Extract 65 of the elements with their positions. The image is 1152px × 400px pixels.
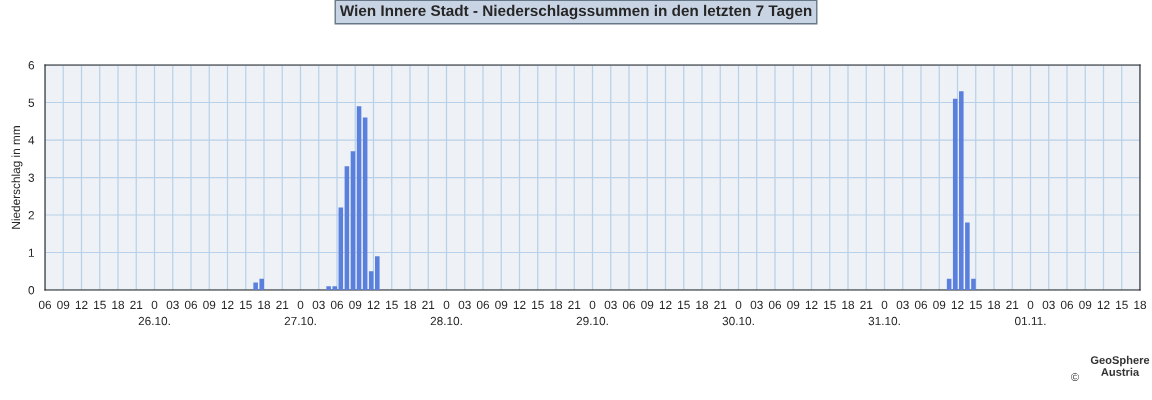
x-tick-label: 21 [1006, 300, 1019, 309]
x-tick-label: 12 [951, 300, 964, 309]
x-tick-label: 12 [659, 300, 672, 309]
y-tick-label: 0 [28, 286, 35, 295]
x-tick-label: 03 [750, 300, 763, 310]
x-tick-label: 21 [568, 300, 581, 309]
x-tick-label: 03 [604, 300, 617, 310]
x-tick-label: 18 [696, 300, 709, 310]
x-tick-label: 15 [970, 300, 982, 310]
x-tick-label: 12 [1097, 300, 1110, 309]
chart-title: Wien Innere Stadt - Niederschlagssummen in den letzten 7 Tagen [339, 4, 812, 20]
y-tick-label: 1 [28, 248, 35, 257]
x-tick-label: 03 [896, 300, 909, 310]
x-tick-label: 15 [824, 300, 836, 310]
x-tick-label: 03 [1042, 300, 1055, 310]
x-tick-label: 03 [458, 300, 471, 310]
x-tick-label: 18 [1134, 300, 1147, 310]
x-tick-label: 15 [240, 300, 252, 310]
x-tick-label: 21 [860, 300, 873, 309]
x-tick-label: 15 [94, 300, 106, 310]
x-tick-label: 18 [404, 300, 417, 310]
y-tick-label: 6 [28, 61, 35, 70]
y-tick-label: 2 [28, 211, 34, 220]
x-tick-label: 18 [258, 300, 271, 310]
x-tick-label: 12 [221, 300, 234, 309]
text: © [1071, 373, 1079, 381]
x-tick-label: 21 [130, 300, 143, 309]
x-tick-label: 21 [422, 300, 435, 309]
y-tick-label: 4 [28, 136, 35, 145]
x-tick-label: 12 [367, 300, 380, 309]
x-tick-label: 09 [787, 300, 800, 310]
x-tick-label: 03 [166, 300, 179, 310]
x-tick-label: 18 [842, 300, 855, 310]
x-tick-label: 09 [495, 300, 508, 310]
x-tick-label: 09 [349, 300, 362, 310]
x-tick-label: 06 [38, 300, 52, 310]
x-tick-label: 15 [678, 300, 690, 310]
x-tick-label: 06 [184, 300, 198, 310]
x-tick-label: 21 [714, 300, 727, 309]
x-tick-label: 09 [933, 300, 946, 310]
x-tick-label: 12 [513, 300, 526, 309]
x-tick-label: 12 [75, 300, 88, 309]
x-tick-label: 06 [476, 300, 490, 310]
x-tick-label: 09 [203, 300, 216, 310]
x-tick-label: 18 [988, 300, 1001, 310]
x-tick-label: 06 [914, 300, 928, 310]
x-tick-label: 09 [57, 300, 70, 310]
x-tick-label: 15 [532, 300, 544, 310]
x-tick-label: 06 [622, 300, 636, 310]
y-tick-label: 3 [28, 173, 35, 182]
x-tick-label: 12 [805, 300, 818, 309]
x-tick-label: 18 [112, 300, 125, 310]
x-tick-label: 06 [330, 300, 344, 310]
y-tick-label: 5 [28, 98, 35, 107]
x-tick-label: 06 [1060, 300, 1074, 310]
x-tick-label: 09 [1079, 300, 1092, 310]
text: GeoSphere Austria [1090, 355, 1150, 376]
x-tick-label: 21 [276, 300, 289, 309]
x-tick-label: 15 [386, 300, 398, 310]
x-tick-label: 18 [550, 300, 563, 310]
x-tick-label: 09 [641, 300, 654, 310]
y-axis-title: Niederschlag in mm [11, 126, 23, 229]
x-tick-label: 03 [312, 300, 325, 310]
x-tick-label: 15 [1116, 300, 1128, 310]
x-tick-label: 06 [768, 300, 782, 310]
